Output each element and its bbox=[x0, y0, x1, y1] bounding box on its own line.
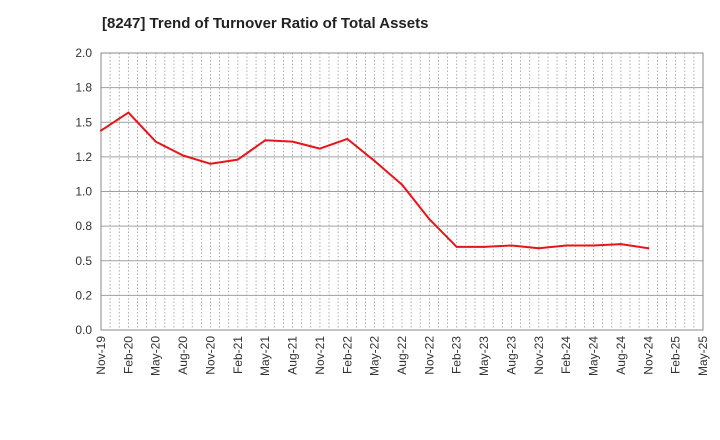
x-tick-label: Nov-20 bbox=[203, 336, 217, 375]
x-tick-label: May-23 bbox=[477, 336, 491, 376]
plot-frame bbox=[100, 52, 704, 331]
x-tick-label: Feb-25 bbox=[669, 336, 683, 374]
y-tick-label: 1.0 bbox=[75, 185, 92, 199]
data-point bbox=[209, 162, 212, 165]
x-tick-label: May-22 bbox=[368, 336, 382, 376]
x-tick-label: May-25 bbox=[696, 336, 710, 376]
data-point bbox=[510, 244, 513, 247]
data-point bbox=[537, 247, 540, 250]
y-tick-label: 1.2 bbox=[75, 150, 92, 164]
data-point bbox=[483, 245, 486, 248]
x-tick-label: Feb-22 bbox=[340, 336, 354, 374]
x-tick-label: May-20 bbox=[149, 336, 163, 376]
data-point bbox=[291, 140, 294, 143]
x-tick-label: Feb-24 bbox=[559, 336, 573, 374]
data-point bbox=[455, 245, 458, 248]
data-point bbox=[100, 129, 102, 132]
x-tick-label: Feb-20 bbox=[121, 336, 135, 374]
y-tick-label: 2.0 bbox=[75, 46, 92, 60]
data-point bbox=[428, 218, 431, 221]
data-point bbox=[154, 140, 157, 143]
x-tick-label: Nov-21 bbox=[313, 336, 327, 375]
data-point bbox=[373, 160, 376, 163]
data-point bbox=[401, 183, 403, 186]
data-point bbox=[264, 139, 267, 142]
y-tick-label: 1.8 bbox=[75, 81, 92, 95]
data-point bbox=[127, 111, 130, 114]
data-point bbox=[592, 244, 595, 247]
x-tick-label: Aug-22 bbox=[395, 336, 409, 375]
x-tick-label: Feb-21 bbox=[231, 336, 245, 374]
chart-title: [8247] Trend of Turnover Ratio of Total … bbox=[102, 15, 429, 32]
x-tick-label: Nov-23 bbox=[532, 336, 546, 375]
x-tick-label: May-24 bbox=[587, 336, 601, 376]
x-tick-label: Aug-23 bbox=[504, 336, 518, 375]
data-point bbox=[236, 158, 239, 161]
x-tick-label: Aug-21 bbox=[286, 336, 300, 375]
y-tick-label: 0.2 bbox=[75, 288, 92, 302]
x-tick-label: Nov-22 bbox=[422, 336, 436, 375]
x-tick-label: May-21 bbox=[258, 336, 272, 376]
y-tick-label: 0.0 bbox=[75, 323, 92, 337]
x-tick-label: Aug-20 bbox=[176, 336, 190, 375]
data-point bbox=[318, 147, 321, 150]
x-tick-label: Nov-24 bbox=[641, 336, 655, 375]
data-point bbox=[346, 137, 349, 140]
data-point bbox=[565, 244, 568, 247]
data-point bbox=[182, 154, 185, 157]
data-point bbox=[647, 247, 650, 250]
x-tick-label: Aug-24 bbox=[614, 336, 628, 375]
y-tick-label: 0.5 bbox=[75, 254, 92, 268]
data-point bbox=[619, 243, 622, 246]
x-tick-label: Feb-23 bbox=[450, 336, 464, 374]
y-tick-label: 1.5 bbox=[75, 115, 92, 129]
x-tick-label: Nov-19 bbox=[94, 336, 108, 375]
y-tick-label: 0.8 bbox=[75, 219, 92, 233]
